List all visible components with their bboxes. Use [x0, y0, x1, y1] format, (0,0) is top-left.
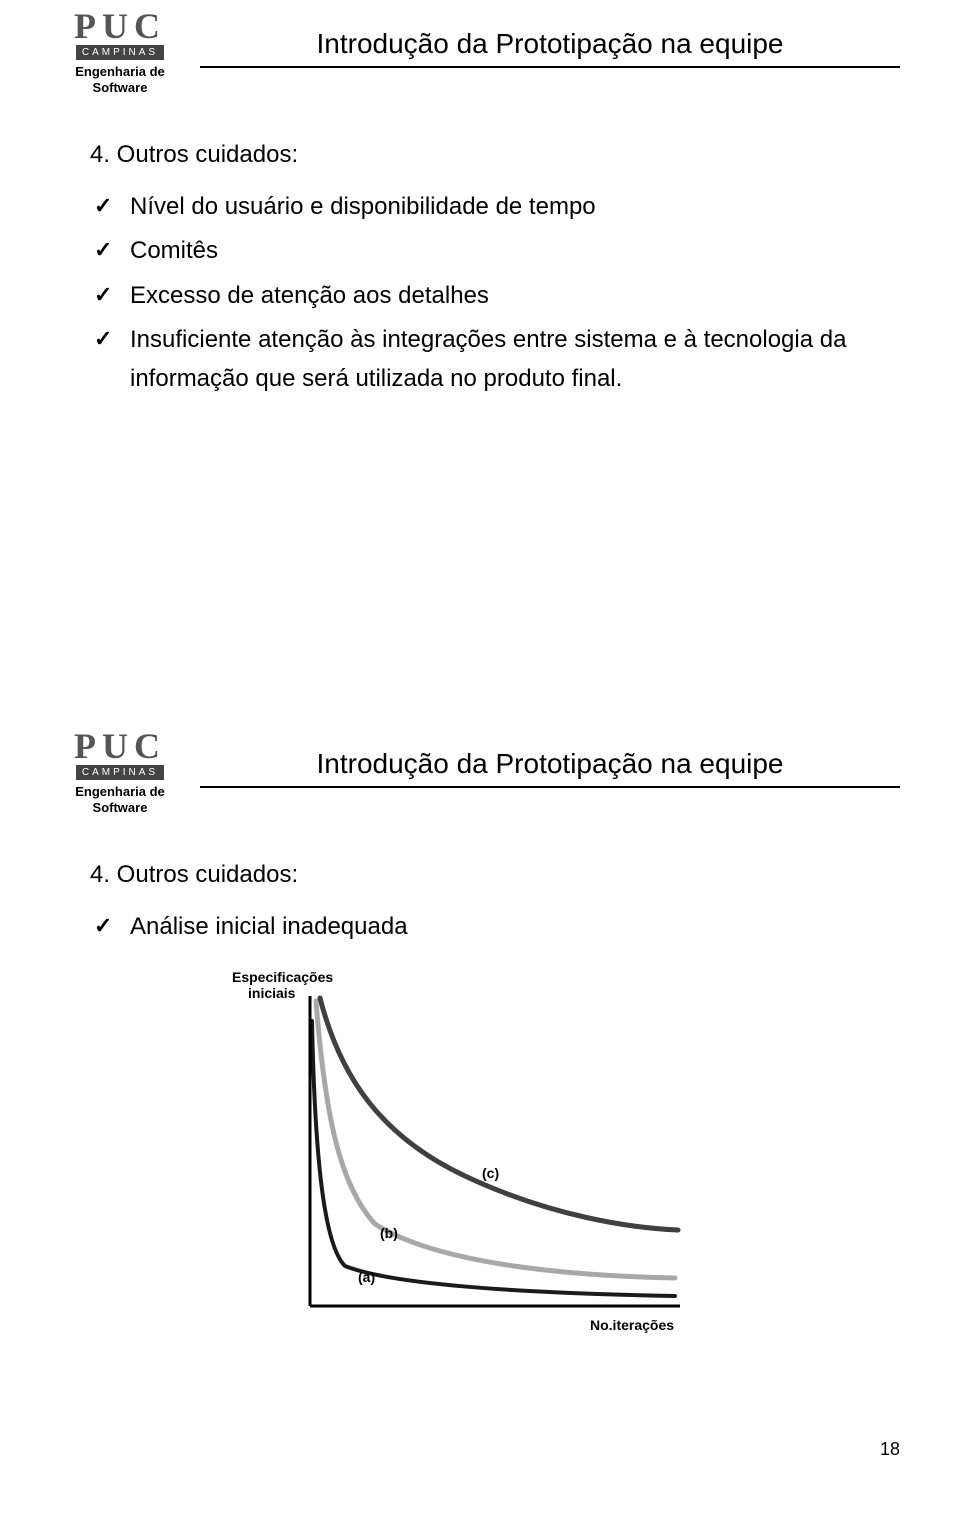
title-block: Introdução da Prototipação na equipe	[200, 730, 900, 788]
dept-line1: Engenharia de	[75, 784, 165, 799]
page-number: 18	[880, 1439, 900, 1460]
check-list: Análise inicial inadequada	[90, 908, 900, 946]
slide-1: PUC CAMPINAS Engenharia de Software Intr…	[0, 0, 960, 720]
slide-title: Introdução da Prototipação na equipe	[200, 28, 900, 66]
logo-campinas: CAMPINAS	[76, 45, 164, 60]
title-block: Introdução da Prototipação na equipe	[200, 10, 900, 68]
svg-text:(c): (c)	[482, 1165, 499, 1181]
logo-puc: PUC	[74, 730, 166, 762]
slide-2: PUC CAMPINAS Engenharia de Software Intr…	[0, 720, 960, 1480]
section-heading: 4. Outros cuidados:	[90, 136, 900, 174]
logo-block: PUC CAMPINAS Engenharia de Software	[60, 10, 180, 96]
dept-line2: Software	[93, 800, 148, 815]
svg-text:(b): (b)	[380, 1225, 398, 1241]
logo-block: PUC CAMPINAS Engenharia de Software	[60, 730, 180, 816]
svg-text:Especificações: Especificações	[232, 969, 333, 985]
decay-chart: Especificaçõesiniciais (a) (b) (c) No.iteraç…	[230, 966, 900, 1358]
header-row: PUC CAMPINAS Engenharia de Software Intr…	[60, 730, 900, 816]
svg-text:(a): (a)	[358, 1269, 375, 1285]
svg-text:No.iterações: No.iterações	[590, 1317, 674, 1333]
svg-text:iniciais: iniciais	[248, 985, 296, 1001]
title-rule	[200, 786, 900, 788]
logo-campinas: CAMPINAS	[76, 765, 164, 780]
slide-title: Introdução da Prototipação na equipe	[200, 748, 900, 786]
section-heading: 4. Outros cuidados:	[90, 856, 900, 894]
chart-svg: Especificaçõesiniciais (a) (b) (c) No.iteraç…	[230, 966, 690, 1346]
check-list: Nível do usuário e disponibilidade de te…	[90, 188, 900, 398]
slide2-content: 4. Outros cuidados: Análise inicial inad…	[90, 856, 900, 1359]
header-row: PUC CAMPINAS Engenharia de Software Intr…	[60, 10, 900, 96]
dept-line1: Engenharia de	[75, 64, 165, 79]
dept-line2: Software	[93, 80, 148, 95]
list-item: Excesso de atenção aos detalhes	[90, 277, 900, 315]
list-item: Nível do usuário e disponibilidade de te…	[90, 188, 900, 226]
list-item: Análise inicial inadequada	[90, 908, 900, 946]
logo-dept: Engenharia de Software	[75, 784, 165, 815]
list-item: Comitês	[90, 232, 900, 270]
logo-dept: Engenharia de Software	[75, 64, 165, 95]
logo-puc: PUC	[74, 10, 166, 42]
list-item: Insuficiente atenção às integrações entr…	[90, 321, 900, 398]
slide1-content: 4. Outros cuidados: Nível do usuário e d…	[90, 136, 900, 398]
title-rule	[200, 66, 900, 68]
